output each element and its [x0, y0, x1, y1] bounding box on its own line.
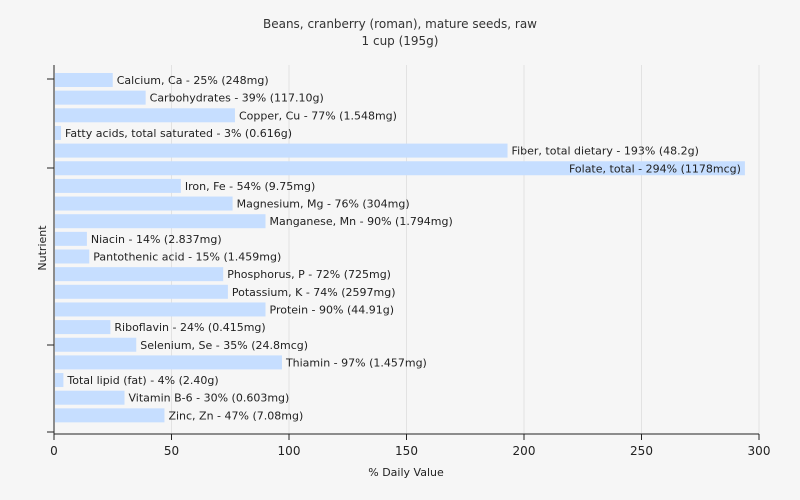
bar [55, 108, 235, 123]
bar-label: Folate, total - 294% (1178mcg) [569, 162, 741, 175]
bar-label: Fatty acids, total saturated - 3% (0.616… [65, 127, 292, 140]
bar [55, 73, 113, 87]
bars [55, 73, 745, 423]
bar-label: Iron, Fe - 54% (9.75mg) [185, 180, 315, 193]
bar-label: Calcium, Ca - 25% (248mg) [117, 74, 269, 87]
bar [55, 302, 266, 317]
bar-label: Carbohydrates - 39% (117.10g) [150, 92, 324, 105]
x-tick-label: 250 [630, 444, 653, 458]
bar-label: Potassium, K - 74% (2597mg) [232, 286, 396, 299]
bar-label: Phosphorus, P - 72% (725mg) [227, 268, 391, 281]
bar [55, 90, 146, 105]
bar-label: Niacin - 14% (2.837mg) [91, 233, 222, 246]
bar [55, 284, 228, 299]
bar-label: Vitamin B-6 - 30% (0.603mg) [129, 392, 290, 405]
bar [55, 337, 137, 352]
bar-label: Pantothenic acid - 15% (1.459mg) [93, 251, 281, 264]
bar-label: Fiber, total dietary - 193% (48.2g) [512, 145, 699, 158]
bar [55, 178, 181, 193]
bar-label: Zinc, Zn - 47% (7.08mg) [168, 409, 303, 422]
x-tick-label: 100 [278, 444, 301, 458]
bar-label: Copper, Cu - 77% (1.548mg) [239, 109, 397, 122]
bar [55, 231, 87, 246]
bar-label: Thiamin - 97% (1.457mg) [285, 356, 427, 369]
bar [55, 408, 165, 423]
bar [55, 390, 125, 405]
x-tick-label: 0 [50, 444, 58, 458]
bar [55, 320, 111, 335]
bar [55, 196, 233, 211]
bar [55, 143, 508, 158]
x-tick-label: 50 [164, 444, 179, 458]
bar-label: Magnesium, Mg - 76% (304mg) [237, 198, 410, 211]
bar [55, 267, 224, 282]
x-axis-label: % Daily Value [368, 466, 444, 479]
chart-title: Beans, cranberry (roman), mature seeds, … [263, 17, 537, 31]
bar [55, 125, 62, 140]
x-tick-label: 200 [513, 444, 536, 458]
grid [53, 65, 760, 434]
x-ticks: 0 50 100 150 200 250 300 [50, 434, 770, 458]
bar-labels: Calcium, Ca - 25% (248mg) Carbohydrates -… [65, 74, 741, 422]
y-ticks [47, 78, 54, 433]
bar-label: Selenium, Se - 35% (24.8mcg) [140, 339, 308, 352]
bar [55, 355, 282, 370]
x-tick-label: 150 [395, 444, 418, 458]
y-axis-label: Nutrient [36, 225, 49, 271]
bar-label: Total lipid (fat) - 4% (2.40g) [66, 374, 218, 387]
bar-label: Protein - 90% (44.91g) [270, 303, 395, 316]
bar [55, 161, 745, 176]
bar-label: Riboflavin - 24% (0.415mg) [114, 321, 265, 334]
bar [55, 214, 266, 229]
chart-subtitle: 1 cup (195g) [362, 34, 439, 48]
x-tick-label: 300 [748, 444, 771, 458]
bar [55, 373, 64, 388]
bar-label: Manganese, Mn - 90% (1.794mg) [270, 215, 453, 228]
bar [55, 249, 90, 264]
